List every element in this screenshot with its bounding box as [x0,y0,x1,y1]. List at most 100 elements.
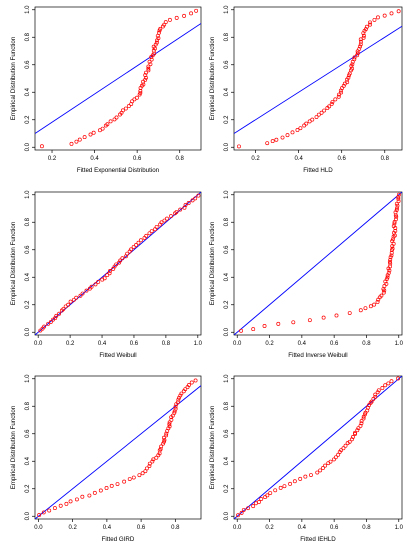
data-point [144,70,148,75]
data-point [189,11,194,16]
data-point [319,110,324,115]
data-point [108,119,113,124]
data-point [390,246,395,251]
x-tick-label: 0.6 [133,156,142,162]
data-point [318,468,323,473]
data-point [321,465,325,470]
y-tick-label: 1.0 [224,190,230,199]
data-point [144,75,148,80]
data-point [143,77,148,82]
y-tick-label: 0.4 [224,87,230,96]
data-point [382,283,387,288]
data-point [147,461,152,466]
data-point [385,275,390,280]
data-point [298,476,303,481]
data-point [80,494,85,499]
data-point [123,106,128,111]
data-point [186,383,191,387]
data-point [194,8,199,13]
x-tick-label: 0.8 [162,341,171,347]
data-point [298,126,303,131]
data-point [356,426,361,431]
data-point [323,463,328,468]
data-point [352,55,357,60]
data-point [316,112,321,117]
data-point [339,448,344,453]
data-point [89,284,94,289]
data-point [350,435,355,439]
y-tick-label: 0.4 [25,456,31,465]
data-point [164,433,169,438]
data-point [154,224,159,229]
data-point [359,419,364,424]
data-point [353,430,357,435]
data-point [239,328,244,333]
data-point [302,123,307,128]
data-point [74,497,79,502]
data-point [387,259,392,264]
y-tick-label: 0.6 [25,245,31,254]
data-point [150,459,155,464]
y-tick-label: 0.2 [25,300,31,309]
data-point [174,210,179,214]
data-point [383,383,388,388]
x-tick-label: 1.0 [395,341,404,347]
data-point [381,290,386,295]
data-point [394,201,399,206]
data-point [361,416,366,421]
data-point [352,57,357,62]
data-point [162,218,167,223]
data-point [237,144,241,149]
data-point [259,497,264,501]
data-point [162,435,166,440]
data-point [142,235,147,240]
data-point [358,37,363,42]
data-point [246,506,251,511]
data-point [358,44,363,49]
data-point [307,318,312,323]
data-point [368,22,373,27]
data-point [196,193,201,198]
data-point [78,293,83,298]
data-point [389,11,394,16]
data-point [156,36,161,41]
y-tick-label: 0.8 [224,217,230,226]
x-tick-label: 0.8 [362,341,371,347]
data-point [372,17,377,22]
y-axis-label: Empirical Distribution Function [10,405,17,489]
data-point [350,66,354,71]
data-point [396,196,401,201]
data-point [158,26,163,31]
y-tick-label: 0.0 [224,142,230,151]
data-point [149,57,154,62]
data-point [358,42,363,47]
y-axis-label: Empirical Distribution Function [209,221,216,305]
data-point [107,271,112,276]
data-point [395,206,400,211]
data-point [355,428,360,433]
x-tick-label: 0.2 [66,341,75,347]
x-tick-label: 0.6 [137,525,146,531]
data-point [291,320,296,325]
data-point [141,82,146,87]
data-point [57,311,62,316]
reference-line [35,23,201,134]
data-point [270,139,275,144]
y-axis-label: Empirical Distribution Function [209,36,216,120]
data-point [389,253,394,258]
data-point [68,299,73,304]
x-tick-label: 0.2 [68,525,77,531]
data-point [42,324,47,329]
data-point [38,328,43,333]
data-point [147,59,152,64]
data-point [165,216,169,221]
data-point [167,17,172,22]
data-point [304,121,309,126]
data-point [236,513,240,518]
data-point [186,201,191,205]
x-tick-label: 0.4 [298,341,307,347]
x-tick-label: 1.0 [395,525,404,531]
data-point [388,264,392,269]
data-point [84,288,89,293]
data-point [126,104,131,109]
